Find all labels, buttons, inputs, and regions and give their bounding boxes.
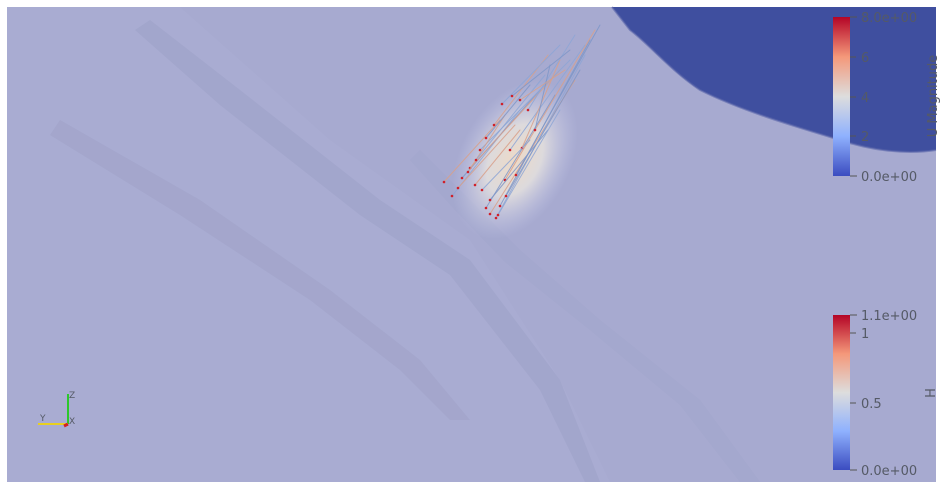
orientation-axes: Z Y X xyxy=(38,391,75,428)
deep-water-region xyxy=(612,7,936,152)
streamline xyxy=(515,24,601,176)
particle-head xyxy=(484,136,488,140)
colorbar-u-tick-4: 4 xyxy=(861,91,869,106)
streamline xyxy=(479,59,571,151)
colorbar-h[interactable]: 1.1e+00 1 0.5 0.0e+00 H xyxy=(833,309,939,479)
streamline xyxy=(505,69,581,197)
streamline xyxy=(467,114,506,173)
particle-head xyxy=(496,213,500,217)
particle-head xyxy=(488,212,492,216)
streamline xyxy=(509,44,586,151)
particle-head xyxy=(456,186,460,190)
particle-head xyxy=(518,98,522,102)
colorbar-h-tick-1: 1 xyxy=(861,327,869,342)
particle-head xyxy=(478,148,482,152)
particle-head xyxy=(533,128,537,132)
streamline xyxy=(501,44,561,105)
particle-head xyxy=(480,188,484,192)
streamline xyxy=(511,49,571,97)
streamline xyxy=(481,139,531,191)
streamline xyxy=(504,29,596,181)
x-axis-line xyxy=(63,422,69,428)
colorbar-u-magnitude[interactable]: 8.0e+00 6 4 2 0.0e+00 U Magnitude xyxy=(833,11,941,185)
particle-head xyxy=(498,204,502,208)
particle-head xyxy=(450,194,454,198)
streamline xyxy=(475,74,546,161)
streamline xyxy=(497,109,561,216)
particle-head xyxy=(488,198,492,202)
streamline xyxy=(485,84,531,139)
particle-head xyxy=(526,108,530,112)
colorbar-u-min-label: 0.0e+00 xyxy=(861,170,917,185)
particle-head xyxy=(442,180,446,184)
colorbar-u-tick-2: 2 xyxy=(861,130,869,145)
particle-head xyxy=(474,158,478,162)
colorbar-h-max-label: 1.1e+00 xyxy=(861,309,917,324)
particle-head xyxy=(492,123,496,127)
particle-head xyxy=(466,170,470,174)
streamline xyxy=(443,119,501,183)
particle-head xyxy=(510,94,514,98)
colorbar-u-gradient xyxy=(833,17,850,176)
particle-head xyxy=(508,148,512,152)
particle-head xyxy=(500,102,504,106)
colorbar-u-title: U Magnitude xyxy=(926,55,941,138)
particle-head xyxy=(460,176,464,180)
streamline xyxy=(474,129,521,186)
colorbar-u-tick-6: 6 xyxy=(861,51,869,66)
particle-head xyxy=(473,183,477,187)
z-axis-label: Z xyxy=(69,391,75,401)
y-axis-label: Y xyxy=(39,414,46,424)
particle-head xyxy=(494,216,498,220)
colorbar-h-title: H xyxy=(924,388,939,398)
colorbar-h-tick-0.5: 0.5 xyxy=(861,397,882,412)
colorbar-h-min-label: 0.0e+00 xyxy=(861,464,917,479)
particle-head xyxy=(484,206,488,210)
streamline xyxy=(519,69,566,101)
particle-streamlines xyxy=(442,24,601,220)
x-axis-label: X xyxy=(69,417,75,427)
particle-head xyxy=(514,173,518,177)
streamline xyxy=(485,94,556,209)
colorbar-h-gradient xyxy=(833,315,850,470)
particle-head xyxy=(504,194,508,198)
streamline xyxy=(534,64,551,131)
streamline xyxy=(527,34,576,111)
streamline xyxy=(457,124,516,189)
colorbar-u-max-label: 8.0e+00 xyxy=(861,11,917,26)
